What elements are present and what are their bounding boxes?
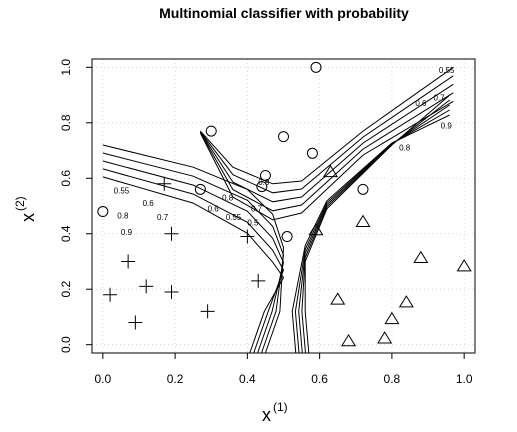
contour-label: 0.9 (258, 178, 270, 187)
point-triangle (330, 292, 346, 305)
contour-label: 0.9 (121, 228, 133, 237)
x-axis-label: x (262, 405, 271, 425)
y-tick-label: 0.8 (59, 114, 73, 131)
contour-label: 0.7 (251, 205, 263, 214)
point-triangle (355, 214, 371, 227)
x-axis-title: x (1) (262, 400, 288, 425)
contour-label: 0.6 (415, 99, 427, 108)
contour-lower-3 (294, 109, 450, 354)
point-circle (278, 131, 289, 143)
point-plus (139, 279, 154, 294)
x-axis: 0.0 0.2 0.4 0.6 0.8 1.0 (94, 353, 473, 386)
point-triangle (456, 259, 472, 272)
point-circle (259, 169, 271, 181)
contour-label: 0.9 (441, 121, 453, 130)
contour-label: 0.7 (433, 94, 445, 103)
y-tick-label: 0.0 (59, 336, 73, 353)
point-plus (251, 273, 266, 288)
point-circle (97, 206, 109, 218)
contour-label: 0.8 (117, 211, 129, 220)
contour-label: 0.55 (439, 66, 455, 75)
x-tick-label: 0.8 (384, 372, 401, 386)
contour-labels: 0.550.60.8 0.70.90.60.550.50.80.70.90.550… (114, 66, 455, 237)
x-tick-label: 0.0 (94, 372, 111, 386)
plot-frame (91, 58, 476, 354)
y-tick-label: 0.2 (59, 281, 73, 298)
x-tick-label: 0.6 (311, 372, 328, 386)
contour-lines (102, 66, 454, 354)
point-circle (357, 183, 369, 195)
point-triangle (308, 223, 324, 236)
contour-upper-0 (200, 66, 454, 185)
contour-left-2 (102, 160, 285, 354)
contour-label: 0.7 (157, 213, 169, 222)
y-tick-label: 0.4 (59, 225, 73, 242)
point-circle (281, 231, 293, 243)
contour-upper-3 (199, 92, 454, 212)
contour-upper-4 (199, 100, 454, 221)
point-plus (121, 254, 136, 269)
y-axis-title: x (2) (13, 196, 38, 222)
x-tick-label: 0.4 (239, 372, 256, 386)
x-tick-label: 0.2 (167, 372, 184, 386)
y-tick-label: 0.6 (59, 170, 73, 187)
point-triangle (384, 311, 400, 325)
point-circle (194, 183, 206, 195)
point-triangle (322, 164, 339, 178)
point-triangle (413, 250, 429, 264)
x-tick-label: 1.0 (456, 372, 473, 386)
point-triangle (340, 333, 357, 347)
point-plus (240, 229, 255, 244)
point-circle (256, 181, 268, 193)
point-plus (103, 287, 118, 302)
y-axis: 0.0 0.2 0.4 0.6 0.8 1.0 (59, 59, 92, 353)
point-plus (200, 304, 215, 319)
contour-left-3 (102, 168, 285, 354)
chart-title: Multinomial classifier with probability (159, 5, 409, 21)
contour-upper-1 (200, 75, 454, 194)
contour-lower-1 (301, 99, 451, 354)
contour-label: 0.5 (247, 218, 259, 227)
contour-left-1 (102, 152, 285, 354)
point-circle (310, 61, 322, 73)
contour-label: 0.6 (208, 205, 220, 214)
point-plus (164, 284, 179, 299)
y-axis-label: x (18, 213, 38, 222)
point-triangle (398, 295, 414, 308)
y-tick-label: 1.0 (59, 59, 73, 76)
point-plus (164, 226, 179, 241)
contour-left-4 (102, 176, 285, 354)
point-plus (157, 176, 172, 191)
contour-label: 0.8 (399, 144, 411, 153)
contour-label: 0.55 (226, 213, 242, 222)
contour-label: 0.55 (114, 187, 130, 196)
point-plus (128, 315, 143, 330)
contour-label: 0.8 (222, 193, 234, 202)
point-circle (205, 125, 217, 137)
contour-upper-2 (199, 83, 454, 203)
x-axis-label-superscript: (1) (273, 400, 288, 414)
contour-left-0 (102, 144, 285, 354)
contour-label: 0.6 (143, 199, 155, 208)
point-circle (306, 147, 318, 159)
gridlines (92, 59, 475, 353)
y-axis-label-superscript: (2) (13, 196, 27, 211)
data-points (97, 61, 472, 347)
point-triangle (377, 331, 393, 344)
